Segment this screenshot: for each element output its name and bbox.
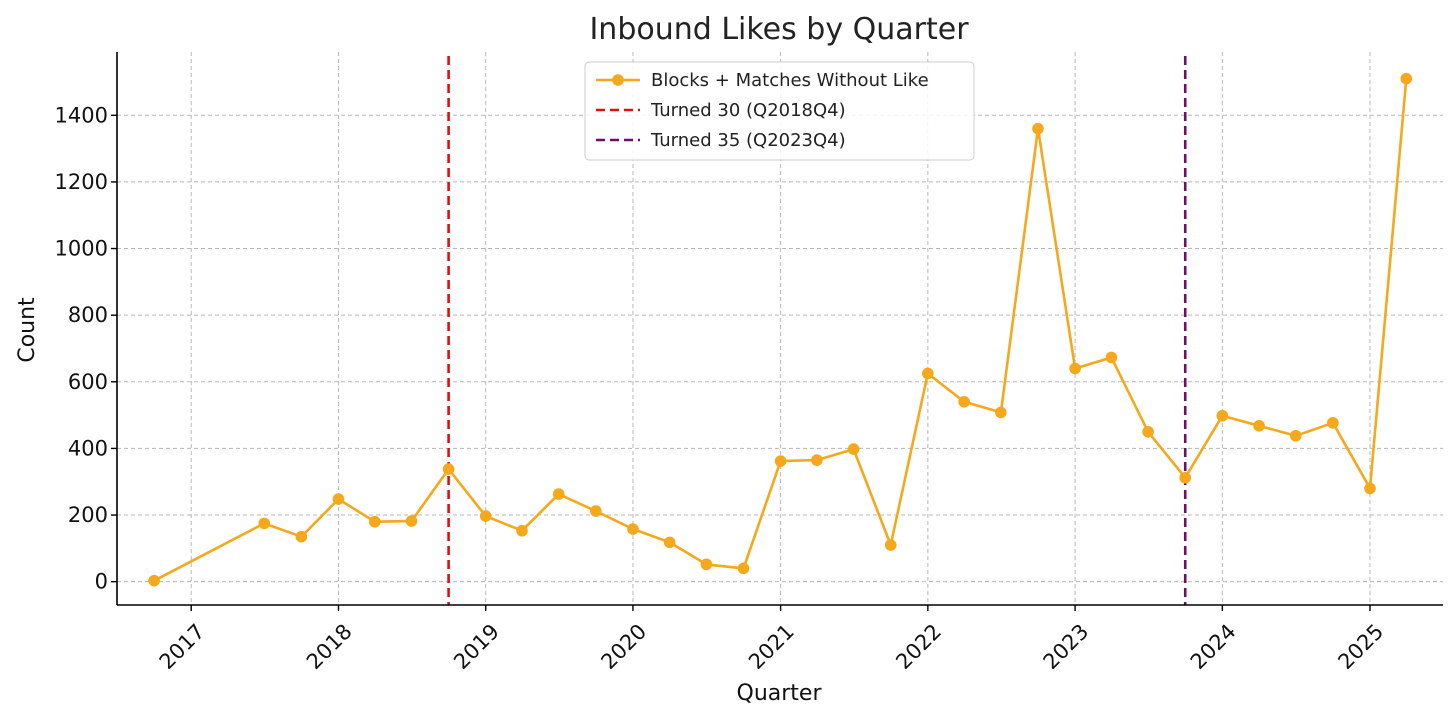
data-point xyxy=(1069,362,1081,375)
data-point xyxy=(1400,72,1413,85)
data-point xyxy=(1032,122,1044,135)
data-point xyxy=(1105,351,1118,364)
x-tick-label: 2017 xyxy=(155,619,210,674)
y-tick-label: 1200 xyxy=(55,170,108,194)
data-point xyxy=(442,463,455,475)
x-axis-title: Quarter xyxy=(737,681,823,706)
x-tick-label: 2025 xyxy=(1334,619,1389,674)
data-point xyxy=(1253,419,1265,432)
y-tick-label: 800 xyxy=(68,303,108,327)
data-point xyxy=(663,536,676,549)
data-point xyxy=(258,517,271,530)
x-tick-label: 2023 xyxy=(1039,619,1094,674)
series-layer xyxy=(148,72,1413,587)
data-point xyxy=(700,558,713,571)
data-point xyxy=(405,515,418,527)
x-tick-label: 2019 xyxy=(449,619,504,674)
legend-box xyxy=(584,61,975,161)
data-point xyxy=(479,510,492,522)
y-tick-label: 0 xyxy=(95,570,108,594)
data-point xyxy=(884,539,897,551)
y-tick-label: 1400 xyxy=(55,103,108,127)
data-point xyxy=(774,455,787,467)
legend-label: Turned 30 (Q2018Q4) xyxy=(650,100,846,121)
data-point xyxy=(148,574,160,587)
data-point xyxy=(552,488,565,500)
y-axis-title: Count xyxy=(15,297,40,363)
reference-lines xyxy=(447,56,1187,605)
chart-title: Inbound Likes by Quarter xyxy=(589,12,969,47)
data-point xyxy=(922,367,934,380)
data-point xyxy=(1289,429,1302,442)
x-tick-label: 2020 xyxy=(596,619,651,674)
y-tick-label: 1000 xyxy=(55,237,108,261)
data-point xyxy=(368,515,381,528)
data-point xyxy=(627,523,639,535)
data-point xyxy=(995,406,1007,419)
x-tick-label: 2021 xyxy=(744,619,799,674)
data-point xyxy=(1216,409,1229,422)
data-point xyxy=(737,562,750,575)
y-tick-label: 600 xyxy=(68,370,108,394)
legend-label: Turned 35 (Q2023Q4) xyxy=(650,130,846,151)
data-point xyxy=(1179,471,1192,484)
legend: Blocks + Matches Without Like Turned 30 (… xyxy=(584,61,975,161)
x-tick-label: 2018 xyxy=(302,619,357,674)
data-point xyxy=(516,524,528,537)
y-tick-label: 200 xyxy=(68,503,108,527)
y-tick-label: 400 xyxy=(68,436,108,460)
data-point xyxy=(332,493,345,505)
data-point xyxy=(811,454,823,466)
x-tick-label: 2024 xyxy=(1186,619,1241,674)
x-tick-label: 2022 xyxy=(891,619,946,674)
data-point xyxy=(958,395,970,408)
legend-label: Blocks + Matches Without Like xyxy=(651,70,929,91)
data-point xyxy=(295,530,308,543)
data-point xyxy=(590,505,602,517)
data-point xyxy=(1327,416,1339,429)
data-point xyxy=(1142,425,1154,438)
legend-marker xyxy=(612,74,624,86)
data-point xyxy=(1364,482,1376,495)
data-point xyxy=(847,443,860,455)
